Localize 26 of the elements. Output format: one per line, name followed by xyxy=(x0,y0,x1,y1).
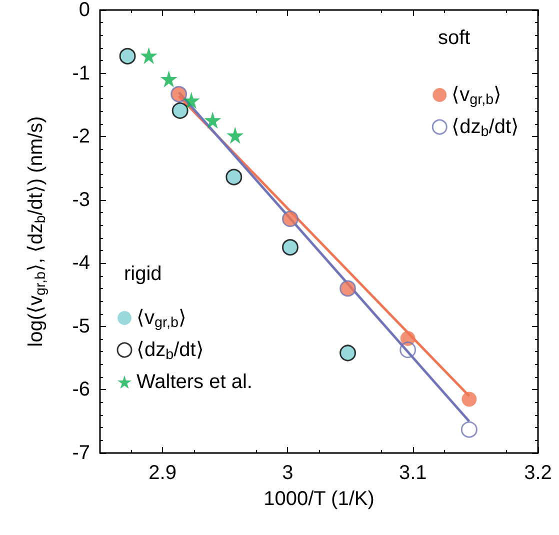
y-tick-label: -6 xyxy=(72,378,90,401)
annotation: rigid xyxy=(124,263,162,285)
point xyxy=(182,92,200,109)
legend-label: Walters et al. xyxy=(136,371,252,393)
y-tick-label: -2 xyxy=(72,126,90,148)
y-tick-label: -4 xyxy=(72,252,90,274)
x-tick-label: 3.1 xyxy=(398,462,427,484)
point xyxy=(160,70,178,88)
point xyxy=(226,126,244,144)
annotation: soft xyxy=(438,27,471,49)
x-tick-label: 3 xyxy=(282,462,294,484)
point xyxy=(140,47,158,64)
point xyxy=(400,330,416,346)
y-tick-label: -5 xyxy=(72,315,90,338)
point xyxy=(460,421,478,438)
y-tick-label: -7 xyxy=(72,442,90,464)
x-tick-label: 2.9 xyxy=(148,462,176,484)
y-tick-label: 0 xyxy=(78,0,90,21)
y-tick-label: -1 xyxy=(72,62,90,84)
point xyxy=(462,392,477,407)
y-axis-title: log(⟨vgr,b⟩, ⟨dzb/dt⟩) (nm/s) xyxy=(25,116,49,347)
x-axis-title: 1000/T (1/K) xyxy=(264,488,374,510)
y-tick-label: -3 xyxy=(72,188,90,211)
x-tick-label: 3.2 xyxy=(524,462,552,484)
point xyxy=(400,342,416,358)
point xyxy=(204,112,222,129)
